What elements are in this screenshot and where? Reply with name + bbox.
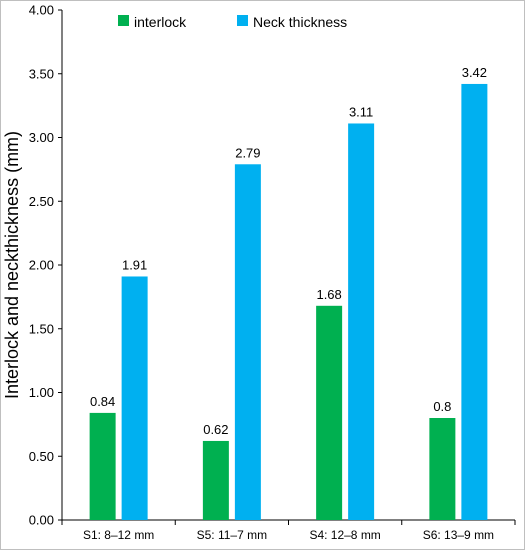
bars: [89, 83, 488, 520]
bar-1-1: [234, 164, 261, 520]
bar-1-2: [348, 123, 375, 520]
y-tick-label: 0.00: [29, 513, 54, 528]
data-label: 0.84: [90, 394, 115, 409]
data-label: 1.68: [316, 287, 341, 302]
data-label: 3.11: [349, 104, 373, 119]
y-tick-label: 3.00: [29, 130, 54, 145]
y-tick-label: 2.00: [29, 258, 54, 273]
data-label: 0.62: [203, 422, 228, 437]
bar-0-2: [316, 305, 343, 520]
bar-1-3: [461, 83, 488, 520]
legend: interlock Neck thickness: [118, 14, 347, 30]
bar-0-0: [89, 412, 116, 520]
y-tick-label: 4.00: [29, 3, 54, 18]
y-tick-label: 2.50: [29, 194, 54, 209]
category-labels: S1: 8–12 mm S5: 11–7 mm S4: 12–8 mm S6: 13–…: [83, 528, 494, 542]
data-label: 1.91: [122, 257, 147, 272]
category-label: S4: 12–8 mm: [309, 528, 380, 542]
bar-1-0: [121, 276, 148, 520]
y-tick-label: 1.00: [29, 385, 54, 400]
data-label: 2.79: [235, 145, 260, 160]
category-label: S5: 11–7 mm: [197, 528, 267, 542]
category-label: S6: 13–9 mm: [423, 528, 494, 542]
data-labels: 0.84 1.91 0.62 2.79 1.68 3.11 0.8 3.42: [90, 65, 487, 437]
legend-label-interlock: interlock: [134, 14, 187, 30]
bar-0-3: [429, 418, 456, 520]
data-label: 3.42: [462, 65, 487, 80]
category-label: S1: 8–12 mm: [83, 528, 154, 542]
legend-label-neck-thickness: Neck thickness: [253, 14, 347, 30]
y-tick-label: 3.50: [29, 66, 54, 81]
y-tick-label: 0.50: [29, 449, 54, 464]
y-axis-title: Interlock and neckthickness (mm): [2, 131, 22, 399]
bar-0-1: [202, 440, 229, 520]
legend-swatch-interlock: [118, 15, 129, 26]
y-tick-labels: 0.00 0.50 1.00 1.50 2.00 2.50 3.00 3.50 4.00: [29, 3, 54, 528]
data-label: 0.8: [433, 399, 451, 414]
legend-swatch-neck-thickness: [237, 15, 248, 26]
y-tick-label: 1.50: [29, 321, 54, 336]
